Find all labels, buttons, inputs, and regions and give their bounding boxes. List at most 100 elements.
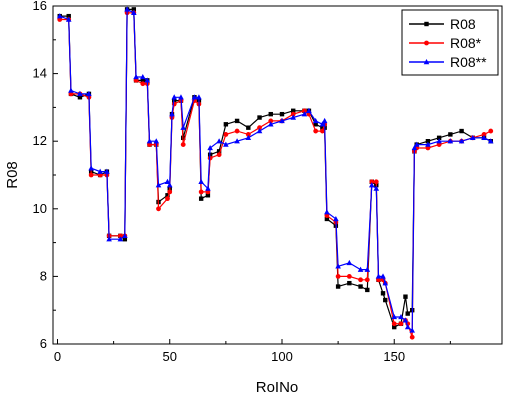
series-layer bbox=[56, 6, 494, 340]
data-point bbox=[448, 132, 453, 137]
data-point bbox=[198, 196, 204, 201]
data-point bbox=[380, 273, 386, 279]
data-point bbox=[155, 182, 162, 188]
data-point bbox=[391, 321, 397, 327]
data-point bbox=[436, 135, 442, 141]
data-point bbox=[223, 141, 229, 147]
data-point bbox=[368, 182, 375, 188]
data-point bbox=[153, 138, 160, 144]
data-point bbox=[409, 327, 415, 333]
data-point bbox=[245, 134, 252, 141]
data-point bbox=[246, 125, 251, 130]
data-point bbox=[447, 138, 454, 144]
data-point bbox=[290, 111, 296, 117]
data-point bbox=[383, 297, 388, 303]
data-point bbox=[279, 117, 285, 124]
data-point bbox=[403, 294, 408, 299]
data-point bbox=[77, 90, 83, 97]
data-point bbox=[216, 152, 222, 158]
data-point bbox=[167, 189, 173, 195]
data-point bbox=[373, 179, 379, 185]
x-tick-label: 100 bbox=[271, 349, 293, 364]
data-point bbox=[180, 142, 186, 147]
y-tick-label: 14 bbox=[33, 66, 47, 81]
data-point bbox=[319, 121, 326, 127]
data-point bbox=[65, 16, 72, 22]
data-point bbox=[196, 94, 202, 100]
data-point bbox=[268, 118, 274, 124]
x-axis: 0 50 100 150 bbox=[54, 339, 451, 364]
data-point bbox=[481, 132, 487, 137]
data-point bbox=[405, 311, 410, 316]
data-point bbox=[398, 321, 404, 327]
data-point bbox=[223, 122, 229, 127]
data-point bbox=[205, 185, 211, 191]
data-point bbox=[131, 9, 137, 15]
x-tick-label: 150 bbox=[383, 349, 405, 364]
data-point bbox=[140, 78, 145, 83]
y-tick-label: 10 bbox=[33, 201, 47, 216]
y-tick-label: 6 bbox=[40, 336, 47, 351]
data-point bbox=[117, 233, 123, 239]
data-point bbox=[234, 118, 240, 124]
data-point bbox=[290, 114, 297, 120]
data-point bbox=[312, 117, 319, 124]
y-axis: 6 8 10 12 14 16 bbox=[33, 0, 58, 351]
data-point bbox=[409, 334, 415, 340]
data-point bbox=[481, 134, 487, 141]
data-point bbox=[66, 13, 71, 19]
data-point bbox=[365, 287, 370, 293]
data-point bbox=[364, 266, 371, 272]
data-point bbox=[411, 144, 418, 151]
legend-label: R08** bbox=[450, 54, 487, 70]
data-point bbox=[380, 291, 386, 296]
data-point bbox=[369, 179, 375, 185]
y-axis-title: R08 bbox=[4, 161, 21, 189]
series-2 bbox=[56, 6, 494, 333]
data-point bbox=[257, 115, 262, 120]
data-point bbox=[234, 128, 240, 134]
data-point bbox=[198, 178, 204, 184]
data-point bbox=[324, 216, 330, 222]
legend-swatch-marker bbox=[424, 40, 429, 46]
data-point bbox=[216, 138, 222, 144]
data-point bbox=[133, 73, 139, 80]
y-tick-label: 12 bbox=[33, 133, 47, 148]
data-point bbox=[97, 168, 103, 174]
data-point bbox=[106, 236, 112, 242]
data-point bbox=[169, 111, 175, 117]
data-point bbox=[333, 215, 339, 222]
data-point bbox=[346, 259, 353, 266]
data-point bbox=[335, 263, 341, 269]
data-point bbox=[335, 284, 341, 289]
y-tick-label: 16 bbox=[33, 0, 47, 13]
data-point bbox=[122, 237, 128, 242]
data-point bbox=[358, 284, 363, 289]
data-point bbox=[165, 196, 170, 202]
data-point bbox=[302, 108, 307, 114]
data-point bbox=[291, 108, 296, 113]
data-point bbox=[398, 313, 404, 320]
y-tick-label: 8 bbox=[40, 268, 47, 283]
data-point bbox=[267, 121, 274, 127]
data-point bbox=[164, 178, 171, 184]
legend-item: R08* bbox=[409, 35, 482, 51]
data-point bbox=[425, 141, 431, 147]
data-point bbox=[320, 125, 325, 130]
legend-swatch-marker bbox=[423, 59, 430, 65]
data-point bbox=[306, 107, 312, 113]
data-point bbox=[488, 128, 494, 134]
data-point bbox=[301, 111, 308, 117]
data-point bbox=[68, 87, 74, 93]
legend-label: R08* bbox=[450, 35, 482, 51]
data-point bbox=[207, 144, 213, 151]
data-point bbox=[166, 182, 173, 188]
data-point bbox=[88, 172, 94, 178]
data-point bbox=[487, 138, 494, 144]
data-point bbox=[459, 128, 464, 134]
data-point bbox=[245, 132, 251, 137]
data-point bbox=[392, 324, 397, 330]
data-point bbox=[324, 209, 330, 215]
